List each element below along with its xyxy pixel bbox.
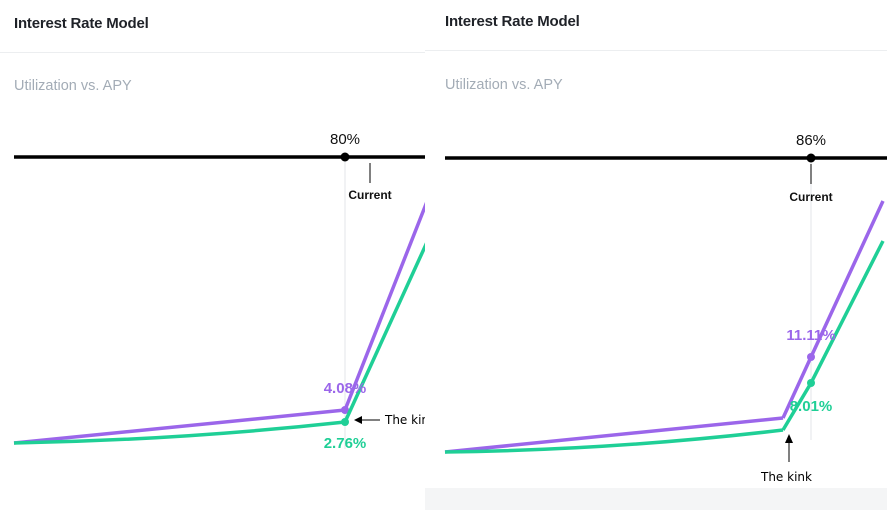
supply-point xyxy=(341,418,349,426)
current-caption: Current xyxy=(789,190,832,204)
supply-point xyxy=(807,379,815,387)
supply-point-label: 2.76% xyxy=(324,435,367,452)
series-supply xyxy=(444,240,885,454)
borrow-segment-2 xyxy=(343,198,430,411)
supply-point-label: 8.01% xyxy=(790,398,833,415)
borrow-point xyxy=(341,406,349,414)
chart-subtitle: Utilization vs. APY xyxy=(445,77,563,93)
supply-segment-1 xyxy=(13,420,346,445)
kink-arrow-head xyxy=(354,416,362,424)
chart-subtitle: Utilization vs. APY xyxy=(14,78,132,94)
current-utilization-label: 80% xyxy=(330,131,360,148)
borrow-segment-2 xyxy=(781,200,885,419)
panel-title: Interest Rate Model xyxy=(14,15,149,32)
borrow-point-label: 4.08% xyxy=(324,380,367,397)
divider xyxy=(425,50,887,51)
kink-annotation: The kink xyxy=(760,470,812,484)
series-borrow xyxy=(13,198,430,445)
kink-arrow-head xyxy=(785,434,793,443)
borrow-segment-1 xyxy=(13,408,346,445)
borrow-point-label: 11.11% xyxy=(786,327,835,344)
chart-panel-left: Interest Rate Model Utilization vs. APY … xyxy=(0,0,436,510)
divider xyxy=(0,52,430,53)
chart-panel-right: Interest Rate Model Utilization vs. APY … xyxy=(425,0,887,510)
borrow-segment-1 xyxy=(444,416,784,454)
current-caption: Current xyxy=(348,188,391,202)
utilization-slider-handle[interactable] xyxy=(340,152,350,162)
panel-title: Interest Rate Model xyxy=(445,13,580,30)
utilization-chart-right: 86% Current 11.11% 8.01% The kink xyxy=(444,132,887,484)
chart-card xyxy=(425,0,887,488)
series-supply xyxy=(13,239,430,445)
utilization-slider-handle[interactable] xyxy=(806,153,816,163)
utilization-chart-left: 80% Current 4.08% 2.76% The kink xyxy=(13,131,436,452)
current-utilization-label: 86% xyxy=(796,132,826,149)
borrow-point xyxy=(807,353,815,361)
supply-segment-2 xyxy=(343,239,430,423)
kink-annotation: The kink xyxy=(384,413,436,427)
supply-segment-1 xyxy=(444,428,784,454)
series-borrow xyxy=(444,200,885,454)
